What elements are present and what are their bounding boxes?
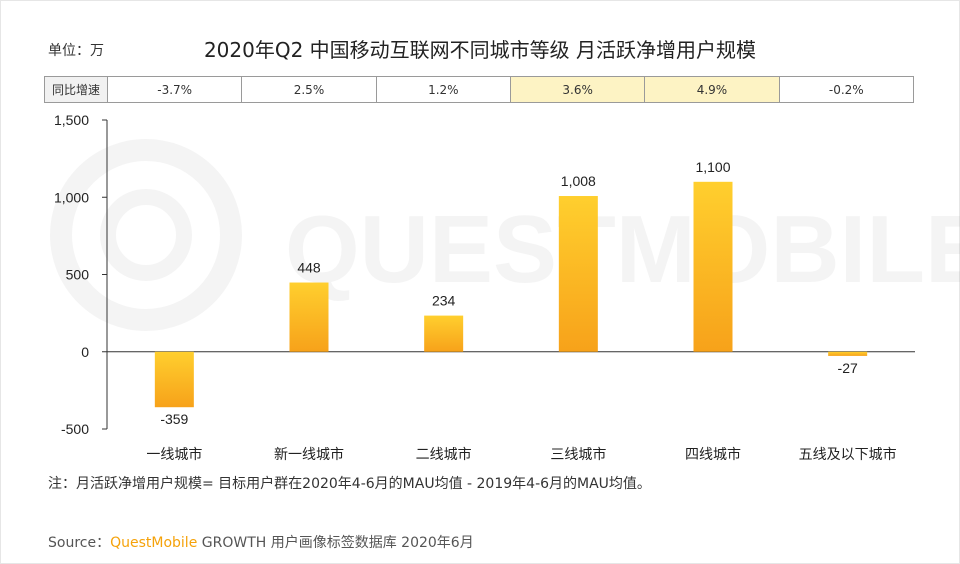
bar-value-label: 1,100: [695, 159, 730, 175]
source-line: Source：QuestMobile GROWTH 用户画像标签数据库 2020…: [48, 532, 474, 552]
bar-3: [424, 315, 464, 352]
bar-1: [154, 351, 194, 408]
source-prefix: Source：: [48, 535, 111, 551]
x-category-label: 四线城市: [685, 446, 741, 463]
bar-4: [558, 196, 598, 352]
yoy-cell-highlighted: 3.6%: [510, 77, 646, 102]
bar-value-label: -359: [160, 411, 188, 427]
y-tick-label: -500: [61, 421, 89, 437]
source-suffix: GROWTH 用户画像标签数据库 2020年6月: [197, 535, 474, 551]
watermark-text: QUESTMOBILE: [285, 196, 960, 303]
bar-value-label: 448: [297, 260, 321, 276]
bar-6: [828, 351, 868, 356]
yoy-cell: 1.2%: [377, 77, 511, 102]
y-tick-label: 0: [81, 344, 89, 360]
unit-label: 单位：万: [48, 43, 104, 59]
bar-value-label: 1,008: [561, 173, 596, 189]
y-tick-label: 1,500: [54, 112, 89, 128]
bar-5: [693, 181, 733, 352]
bar-value-label: -27: [838, 360, 858, 376]
footnote: 注：月活跃净增用户规模= 目标用户群在2020年4-6月的MAU均值 - 201…: [48, 476, 651, 492]
yoy-cell: 2.5%: [242, 77, 377, 102]
yoy-cell: -0.2%: [828, 82, 864, 97]
yoy-cell-highlighted: 4.9%: [645, 77, 780, 102]
yoy-row-label: 同比增速: [45, 77, 108, 102]
x-category-label: 一线城市: [146, 446, 202, 463]
chart-title: 2020年Q2 中国移动互联网不同城市等级 月活跃净增用户规模: [203, 38, 757, 62]
y-tick-label: 1,000: [54, 189, 89, 205]
yoy-growth-table: 同比增速 -3.7% 2.5% 1.2% 3.6% 4.9% -0.2%: [44, 76, 914, 103]
x-category-label: 新一线城市: [274, 446, 344, 463]
bar-2: [289, 282, 329, 352]
source-brand: QuestMobile: [110, 535, 198, 551]
y-tick-label: 500: [66, 267, 90, 283]
bar-value-label: 234: [432, 293, 456, 309]
x-category-label: 二线城市: [416, 446, 472, 463]
x-category-label: 三线城市: [550, 446, 606, 463]
watermark: QUESTMOBILE: [50, 139, 960, 331]
x-category-label: 五线及以下城市: [799, 446, 897, 463]
yoy-cell: -3.7%: [108, 77, 243, 102]
